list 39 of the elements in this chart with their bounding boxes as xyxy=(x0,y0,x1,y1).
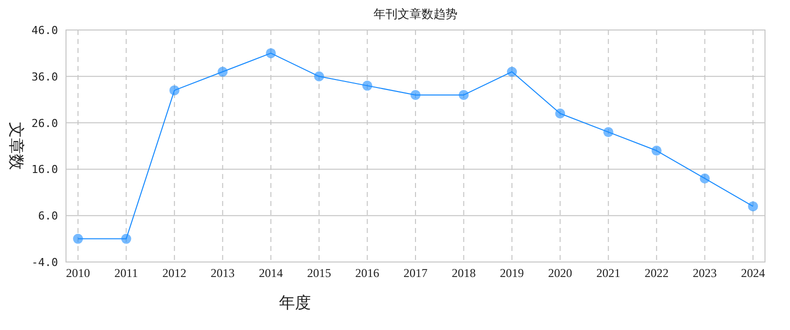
x-tick-label: 2011 xyxy=(114,266,138,280)
point xyxy=(555,108,566,119)
point xyxy=(218,66,228,77)
point xyxy=(314,71,324,82)
point xyxy=(73,234,83,244)
x-tick-label: 2021 xyxy=(596,266,620,280)
point xyxy=(362,80,372,91)
point xyxy=(603,127,614,138)
x-tick-label: 2013 xyxy=(210,266,235,280)
point xyxy=(121,234,132,244)
x-axis-title: 年度 xyxy=(279,294,311,312)
x-tick-label: 2018 xyxy=(452,266,476,280)
y-tick-label: 16.0 xyxy=(32,163,58,176)
x-tick-label: 2024 xyxy=(741,266,765,280)
x-tick-label: 2022 xyxy=(644,266,669,280)
y-tick-label: 36.0 xyxy=(32,70,58,84)
x-tick-label: 2015 xyxy=(307,266,332,280)
x-tick-label: 2010 xyxy=(66,266,90,280)
point xyxy=(506,66,517,77)
x-tick-label: 2017 xyxy=(404,266,428,280)
point xyxy=(700,173,710,184)
x-tick-label: 2012 xyxy=(162,266,186,280)
y-tick-label: 26.0 xyxy=(32,116,58,130)
y-tick-label: -4.0 xyxy=(32,256,58,269)
point xyxy=(458,90,469,100)
x-tick-label: 2020 xyxy=(548,266,572,280)
x-tick-label: 2014 xyxy=(258,266,283,280)
point xyxy=(748,201,758,212)
x-tick-label: 2023 xyxy=(692,266,717,280)
point xyxy=(410,90,420,100)
point xyxy=(169,85,180,96)
y-tick-label: 46.0 xyxy=(32,24,58,37)
y-axis-title: 文章数 xyxy=(7,122,25,170)
point xyxy=(652,146,662,156)
y-tick-label: 6.0 xyxy=(38,210,58,223)
x-tick-label: 2016 xyxy=(355,266,380,280)
chart-title: 年刊文章数趋势 xyxy=(374,7,458,21)
point xyxy=(266,48,276,58)
x-tick-label: 2019 xyxy=(500,266,524,280)
